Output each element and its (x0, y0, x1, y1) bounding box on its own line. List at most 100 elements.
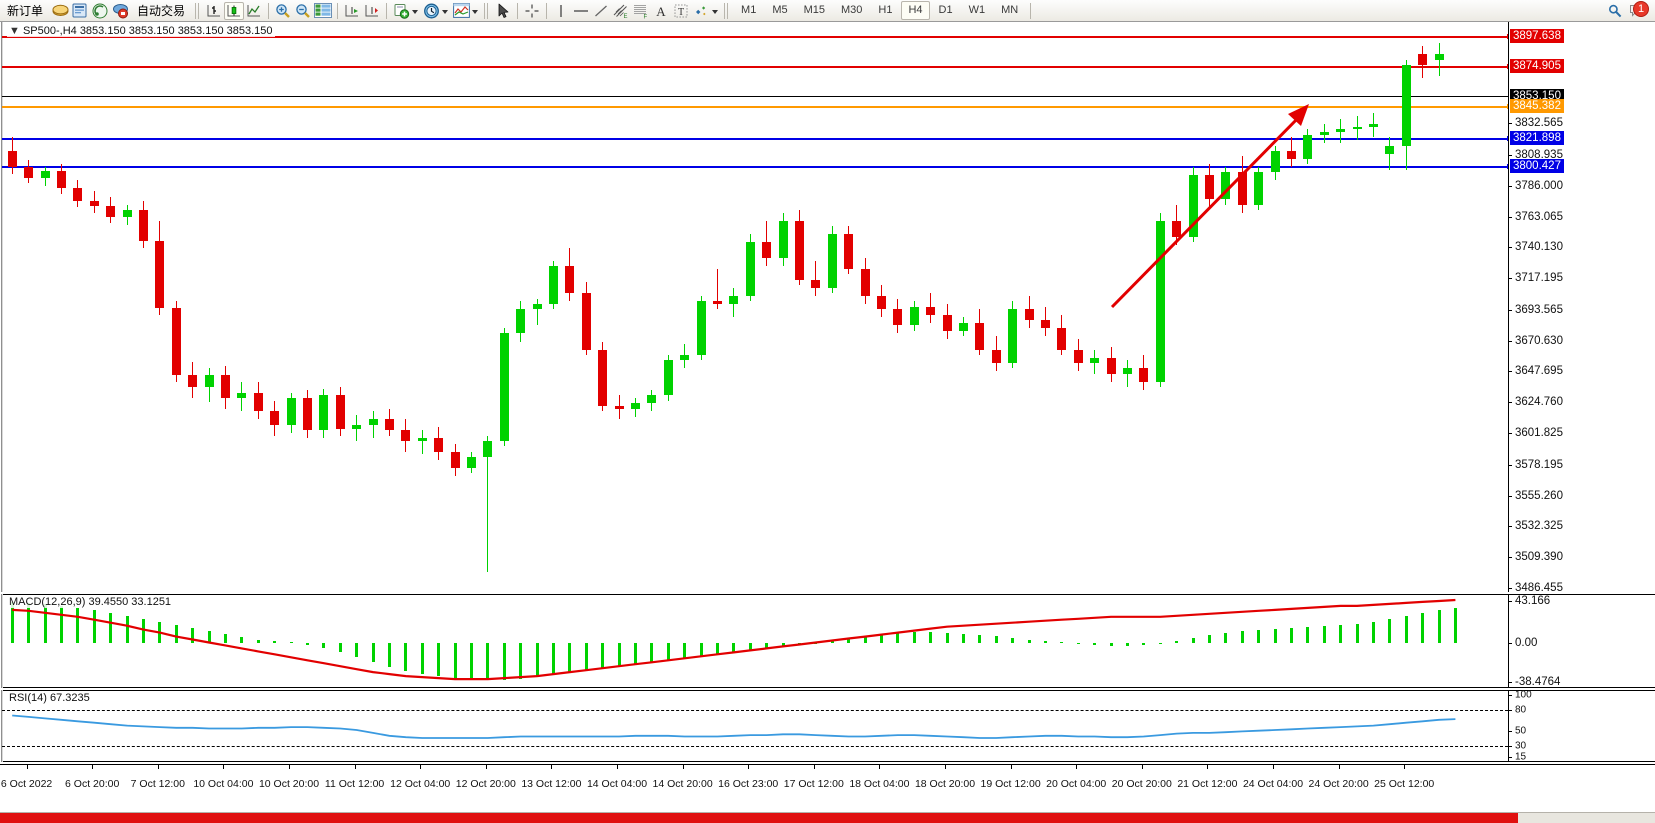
macd-histogram-bar (207, 630, 211, 644)
crosshair-icon[interactable] (522, 2, 542, 20)
candlestick-chart-icon[interactable] (224, 1, 245, 20)
price-plot-region[interactable] (2, 22, 1508, 592)
level-line-support-1[interactable] (2, 135, 1508, 141)
objects-dropdown-icon[interactable] (712, 9, 719, 14)
rsi-plot-region[interactable] (2, 690, 1508, 762)
price-axis[interactable]: 3832.565 3808.935 3786.000 3763.065 3740.130… (1508, 22, 1655, 594)
candle-body (220, 375, 230, 398)
toolbar-grip-2[interactable] (484, 2, 491, 19)
price-tick (1508, 278, 1512, 280)
macd-histogram-bar (1322, 625, 1326, 644)
candle-body (1221, 172, 1231, 200)
macd-histogram-bar (1371, 621, 1375, 644)
level-line-handle[interactable] (1507, 135, 1508, 141)
macd-histogram-bar (1158, 643, 1162, 645)
chart-area[interactable]: ▼ SP500-,H4 3853.150 3853.150 3853.150 3… (0, 22, 1655, 823)
level-line-resistance-2[interactable] (2, 33, 1508, 39)
toolbar-separator-6 (1030, 2, 1032, 19)
timeframe-d1[interactable]: D1 (938, 4, 953, 16)
price-tag-support-1[interactable]: 3821.898 (1510, 130, 1564, 145)
objects-icon[interactable] (691, 2, 711, 20)
bar-chart-icon[interactable] (204, 2, 224, 20)
candle-body (1319, 132, 1329, 135)
macd-histogram-bar (601, 643, 605, 670)
templates-icon[interactable] (451, 2, 471, 20)
auto-trading-icon[interactable] (110, 2, 130, 20)
auto-scroll-icon[interactable] (342, 2, 362, 20)
period-dropdown-icon[interactable] (442, 9, 449, 14)
period-icon[interactable] (421, 2, 441, 20)
add-indicator-dropdown-icon[interactable] (412, 9, 419, 14)
candle-body (237, 392, 247, 398)
level-line-resistance-1[interactable] (2, 64, 1508, 70)
macd-histogram-bar (732, 643, 736, 654)
bars-icon[interactable] (50, 2, 70, 20)
zoom-in-icon[interactable] (273, 2, 293, 20)
timeframe-m30[interactable]: M30 (841, 4, 863, 16)
level-line-handle[interactable] (1507, 33, 1508, 39)
line-chart-icon[interactable] (244, 2, 264, 20)
text-icon[interactable]: A (651, 2, 671, 20)
trendline-icon[interactable] (591, 2, 611, 20)
macd-histogram-bar (92, 609, 96, 644)
auto-trading-label: 自动交易 (137, 4, 186, 18)
macd-histogram-bar (830, 641, 834, 644)
candle-body (630, 403, 640, 409)
timeframe-mn[interactable]: MN (1001, 4, 1019, 16)
level-line-pivot[interactable] (2, 104, 1508, 110)
time-tick-label: 21 Oct 12:00 (1177, 778, 1238, 790)
time-tick-label: 24 Oct 04:00 (1242, 778, 1304, 790)
price-tick-label: 3647.695 (1515, 365, 1563, 378)
zoom-out-icon[interactable] (293, 2, 313, 20)
level-line-support-2[interactable] (2, 164, 1508, 170)
add-indicator-icon[interactable] (391, 2, 411, 20)
candle-body (1237, 172, 1247, 205)
chart-shift-icon[interactable] (362, 2, 382, 20)
level-line-handle[interactable] (1507, 64, 1508, 70)
fibonacci-icon[interactable]: F (631, 2, 651, 20)
price-tag-pivot[interactable]: 3845.382 (1510, 99, 1564, 114)
search-icon[interactable] (1605, 2, 1625, 20)
equidistant-channel-icon[interactable]: E (611, 2, 631, 20)
price-tick-label: 3624.760 (1515, 396, 1563, 409)
time-tick (26, 765, 28, 769)
timeframe-h1[interactable]: H1 (878, 4, 893, 16)
horizontal-line-icon[interactable] (571, 2, 591, 20)
candle-body (1336, 129, 1346, 133)
candle-body (1401, 64, 1411, 146)
time-tick (157, 765, 159, 769)
level-line-handle[interactable] (1507, 104, 1508, 110)
timeframe-m15[interactable]: M15 (803, 4, 825, 16)
terminal-icon[interactable] (70, 2, 90, 20)
notification-icon[interactable]: 1 (1625, 0, 1649, 20)
templates-dropdown-icon[interactable] (472, 9, 479, 14)
level-line-handle[interactable] (1507, 164, 1508, 170)
price-tag-support-2[interactable]: 3800.427 (1510, 159, 1564, 174)
toolbar-grip-1[interactable] (195, 2, 202, 19)
cursor-icon[interactable] (493, 2, 513, 20)
price-tag-resistance-1[interactable]: 3874.905 (1510, 59, 1564, 74)
timeframe-m5[interactable]: M5 (772, 4, 788, 16)
level-line-last-price[interactable] (2, 95, 1508, 97)
signals-icon[interactable] (90, 2, 110, 20)
candle-wick (421, 430, 423, 455)
price-tag-resistance-2[interactable]: 3897.638 (1510, 28, 1564, 43)
rsi-panel[interactable]: RSI(14) 67.3235 100 80 50 30 15 (0, 690, 1655, 762)
time-tick (1404, 765, 1406, 769)
candle-body (1385, 145, 1395, 154)
text-label-icon[interactable]: T (671, 2, 691, 20)
macd-histogram-bar (633, 643, 637, 666)
timeframe-w1[interactable]: W1 (968, 4, 986, 16)
time-tick (1207, 765, 1209, 769)
timeframe-h4[interactable]: H4 (901, 1, 930, 20)
macd-panel[interactable]: MACD(12,26,9) 39.4550 33.1251 43.166 0.00… (0, 594, 1655, 688)
price-chart-panel[interactable]: ▼ SP500-,H4 3853.150 3853.150 3853.150 3… (0, 22, 1655, 594)
macd-plot-region[interactable] (2, 594, 1508, 688)
data-window-icon[interactable] (313, 2, 333, 20)
new-order-button[interactable]: 新订单 (0, 1, 50, 21)
auto-trading-button[interactable]: 自动交易 (130, 1, 192, 21)
vertical-line-icon[interactable] (551, 2, 571, 20)
toolbar-grip-3[interactable] (724, 2, 731, 19)
macd-histogram-bar (1191, 637, 1195, 644)
timeframe-m1[interactable]: M1 (741, 4, 757, 16)
